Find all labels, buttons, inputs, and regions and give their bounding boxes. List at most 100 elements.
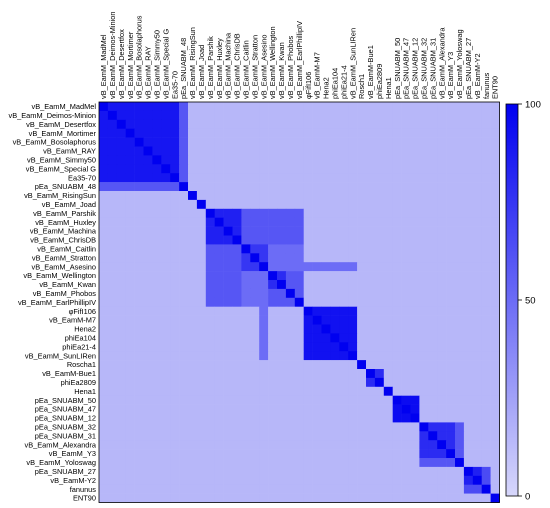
heatmap-cell — [99, 297, 109, 307]
heatmap-cell — [285, 217, 296, 227]
heatmap-cell — [392, 288, 402, 299]
heatmap-cell — [241, 235, 251, 245]
heatmap-cell — [241, 458, 251, 468]
heatmap-cell — [419, 173, 429, 183]
heatmap-cell — [490, 164, 500, 174]
heatmap-cell — [268, 404, 278, 414]
heatmap-cell — [472, 369, 482, 379]
heatmap-cell — [241, 440, 251, 450]
heatmap-cell — [339, 280, 349, 290]
heatmap-cell — [107, 110, 118, 121]
heatmap-cell — [268, 484, 278, 494]
heatmap-cell — [179, 226, 189, 236]
heatmap-cell — [401, 280, 411, 290]
heatmap-cell — [455, 271, 465, 281]
heatmap-cell — [116, 110, 126, 121]
heatmap-cell — [392, 422, 402, 432]
heatmap-cell — [481, 173, 491, 183]
heatmap-cell — [223, 351, 233, 361]
heatmap-cell — [134, 128, 144, 138]
heatmap-cell — [303, 333, 313, 343]
heatmap-cell — [410, 271, 420, 281]
heatmap-cell — [410, 413, 420, 423]
heatmap-cell — [374, 208, 385, 218]
heatmap-cell — [250, 324, 260, 334]
heatmap-cell — [463, 253, 474, 263]
heatmap-cell — [241, 110, 251, 121]
heatmap-cell — [188, 484, 198, 494]
heatmap-cell — [392, 493, 402, 503]
heatmap-cell — [490, 244, 500, 254]
heatmap-cell — [455, 422, 465, 432]
heatmap-cell — [321, 484, 331, 494]
heatmap-cell — [321, 110, 331, 121]
heatmap-cell — [401, 297, 411, 307]
heatmap-cell — [357, 493, 367, 503]
heatmap-cell — [259, 369, 269, 379]
heatmap-cell — [357, 226, 367, 236]
heatmap-cell — [259, 146, 269, 156]
heatmap-cell — [205, 360, 215, 370]
heatmap-cell — [339, 253, 349, 263]
heatmap-cell — [481, 493, 491, 503]
heatmap-cell — [170, 146, 180, 156]
heatmap-cell — [116, 146, 126, 156]
heatmap-cell — [134, 440, 144, 450]
heatmap-cell — [446, 395, 456, 405]
heatmap-cell — [205, 458, 215, 468]
heatmap-cell — [223, 191, 233, 201]
heatmap-cell — [428, 306, 438, 316]
heatmap-cell — [179, 217, 189, 227]
heatmap-cell — [107, 386, 118, 396]
heatmap-cell — [170, 102, 180, 112]
heatmap-cell — [357, 422, 367, 432]
heatmap-cell — [170, 351, 180, 361]
heatmap-cell — [116, 413, 126, 423]
heatmap-cell — [428, 422, 438, 432]
heatmap-cell — [125, 484, 135, 494]
heatmap-cell — [268, 288, 278, 299]
heatmap-cell — [143, 253, 153, 263]
heatmap-cell — [179, 137, 189, 147]
heatmap-cell — [223, 119, 233, 129]
heatmap-cell — [268, 110, 278, 121]
heatmap-cell — [152, 297, 162, 307]
heatmap-cell — [339, 440, 349, 450]
heatmap-cell — [268, 306, 278, 316]
heatmap-cell — [107, 306, 118, 316]
heatmap-cell — [188, 386, 198, 396]
heatmap-cell — [170, 128, 180, 138]
heatmap-cell — [250, 395, 260, 405]
heatmap-cell — [419, 333, 429, 343]
heatmap-cell — [339, 342, 349, 352]
heatmap-cell — [170, 110, 180, 121]
heatmap-cell — [125, 306, 135, 316]
heatmap-cell — [366, 324, 376, 334]
heatmap-cell — [277, 164, 287, 174]
plot-frame — [98, 101, 500, 503]
y-tick-label: vB_EamM_SunLIRen — [25, 351, 96, 360]
heatmap-cell — [232, 288, 242, 299]
heatmap-cell — [294, 110, 304, 121]
heatmap-cell — [277, 208, 287, 218]
heatmap-cell — [232, 413, 242, 423]
heatmap-cell — [472, 271, 482, 281]
heatmap-cell — [188, 182, 198, 192]
heatmap-cell — [437, 369, 447, 379]
heatmap-cell — [455, 262, 465, 272]
heatmap-cell — [250, 369, 260, 379]
heatmap-cell — [463, 493, 474, 503]
heatmap-cell — [294, 422, 304, 432]
heatmap-cell — [410, 351, 420, 361]
x-tick-label: pEa_SNUABM_32 — [419, 38, 428, 99]
heatmap-cell — [339, 128, 349, 138]
heatmap-cell — [303, 484, 313, 494]
heatmap-cell — [312, 342, 322, 352]
heatmap-cell — [161, 360, 171, 370]
heatmap-cell — [196, 475, 207, 485]
heatmap-cell — [232, 253, 242, 263]
heatmap-cell — [134, 324, 144, 334]
heatmap-cell — [232, 395, 242, 405]
heatmap-cell — [223, 199, 233, 210]
x-tick-label: pEa_SNUABM_48 — [179, 38, 188, 99]
